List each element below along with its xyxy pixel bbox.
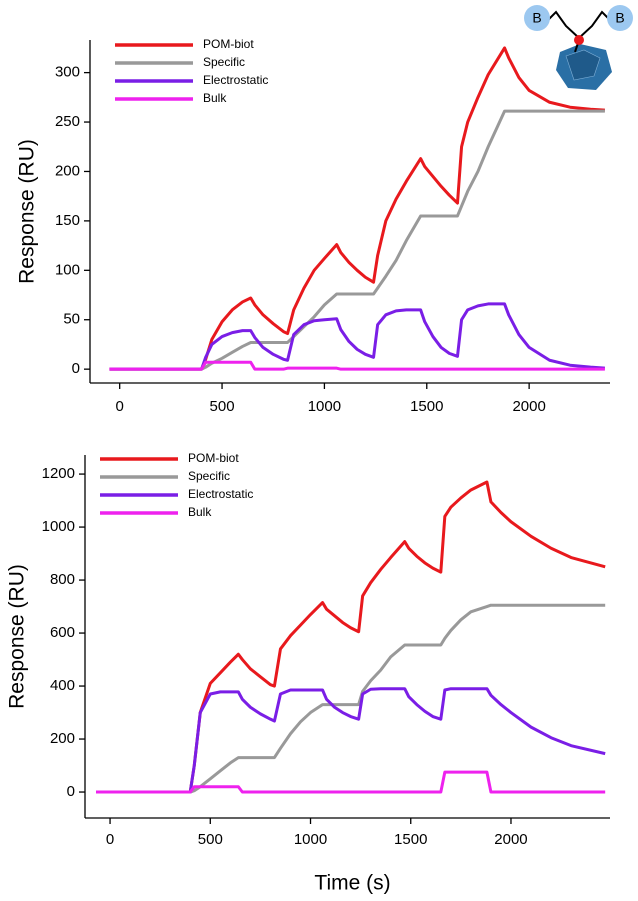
y-tick-label: 150 <box>55 212 80 229</box>
series-line <box>96 603 606 794</box>
legend-label: POM-biot <box>203 37 254 51</box>
y-tick-label: 250 <box>55 113 80 130</box>
y-tick-label: 300 <box>55 64 80 81</box>
legend-label: Specific <box>203 55 245 69</box>
legend-label: Electrostatic <box>203 73 268 87</box>
biotin <box>524 5 550 31</box>
structure-icon: B B <box>524 5 633 90</box>
y-tick-label: 1000 <box>42 518 75 535</box>
series-line <box>96 480 606 794</box>
x-tick-label: 2000 <box>494 831 527 848</box>
polyoxometalate-face <box>565 49 601 81</box>
y-tick-label: 50 <box>63 311 80 328</box>
icon-label: B <box>615 10 624 26</box>
y-tick-label: 200 <box>55 162 80 179</box>
y-axis-label: Response (RU) <box>6 564 29 709</box>
series-line <box>96 687 606 794</box>
x-tick-label: 1000 <box>294 831 327 848</box>
y-tick-label: 800 <box>50 571 75 588</box>
legend-label: POM-biot <box>188 451 239 465</box>
y-tick-label: 200 <box>50 730 75 747</box>
series-line <box>109 302 605 371</box>
x-tick-label: 1000 <box>308 398 341 415</box>
y-tick-label: 100 <box>55 261 80 278</box>
x-tick-label: 0 <box>116 398 124 415</box>
y-tick-label: 1200 <box>42 465 75 482</box>
y-axis-label: Response (RU) <box>16 139 39 284</box>
x-axis-label: Time (s) <box>314 872 390 895</box>
x-tick-label: 1500 <box>394 831 427 848</box>
legend-label: Bulk <box>203 91 227 105</box>
x-tick-label: 0 <box>106 831 114 848</box>
linker <box>545 10 613 40</box>
biotin <box>607 5 633 31</box>
series-line <box>109 360 605 371</box>
y-tick-label: 0 <box>67 783 75 800</box>
y-tick-label: 0 <box>72 360 80 377</box>
series-line <box>109 109 605 371</box>
x-tick-label: 1500 <box>410 398 443 415</box>
icon-label: B <box>532 10 541 26</box>
series-line <box>109 46 605 371</box>
legend-label: Specific <box>188 469 230 483</box>
y-tick-label: 400 <box>50 677 75 694</box>
series-line <box>96 770 606 794</box>
center-atom <box>574 35 584 45</box>
x-tick-label: 2000 <box>512 398 545 415</box>
x-tick-label: 500 <box>210 398 235 415</box>
y-tick-label: 600 <box>50 624 75 641</box>
legend-label: Electrostatic <box>188 487 253 501</box>
x-tick-label: 500 <box>198 831 223 848</box>
legend-label: Bulk <box>188 505 212 519</box>
